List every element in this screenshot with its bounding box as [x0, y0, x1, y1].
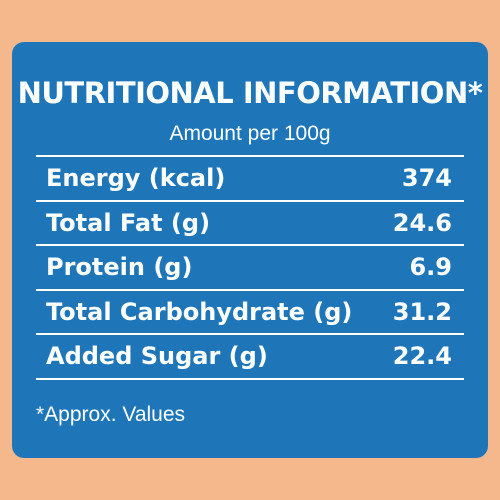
row-label: Energy (kcal) [46, 164, 226, 193]
table-row-added-sugar: Added Sugar (g) 22.4 [36, 335, 464, 380]
row-label: Added Sugar (g) [46, 342, 268, 371]
row-value: 31.2 [392, 297, 452, 326]
row-value: 374 [401, 164, 452, 193]
nutrition-table: Energy (kcal) 374 Total Fat (g) 24.6 Pro… [36, 155, 464, 390]
table-row-total-fat: Total Fat (g) 24.6 [36, 202, 464, 246]
nutrition-panel [12, 42, 488, 458]
table-row-protein: Protein (g) 6.9 [36, 246, 464, 291]
serving-subtitle: Amount per 100g [169, 122, 331, 145]
row-value: 22.4 [392, 342, 452, 371]
table-row-energy: Energy (kcal) 374 [36, 157, 464, 202]
table-row-total-carbohydrate: Total Carbohydrate (g) 31.2 [36, 291, 464, 335]
row-label: Protein (g) [46, 253, 193, 282]
row-value: 24.6 [392, 208, 452, 237]
row-value: 6.9 [409, 253, 452, 282]
approx-values-footnote: *Approx. Values [36, 403, 186, 426]
row-label: Total Fat (g) [46, 208, 211, 237]
row-label: Total Carbohydrate (g) [46, 297, 353, 326]
nutrition-title: NUTRITIONAL INFORMATION* [17, 76, 483, 110]
